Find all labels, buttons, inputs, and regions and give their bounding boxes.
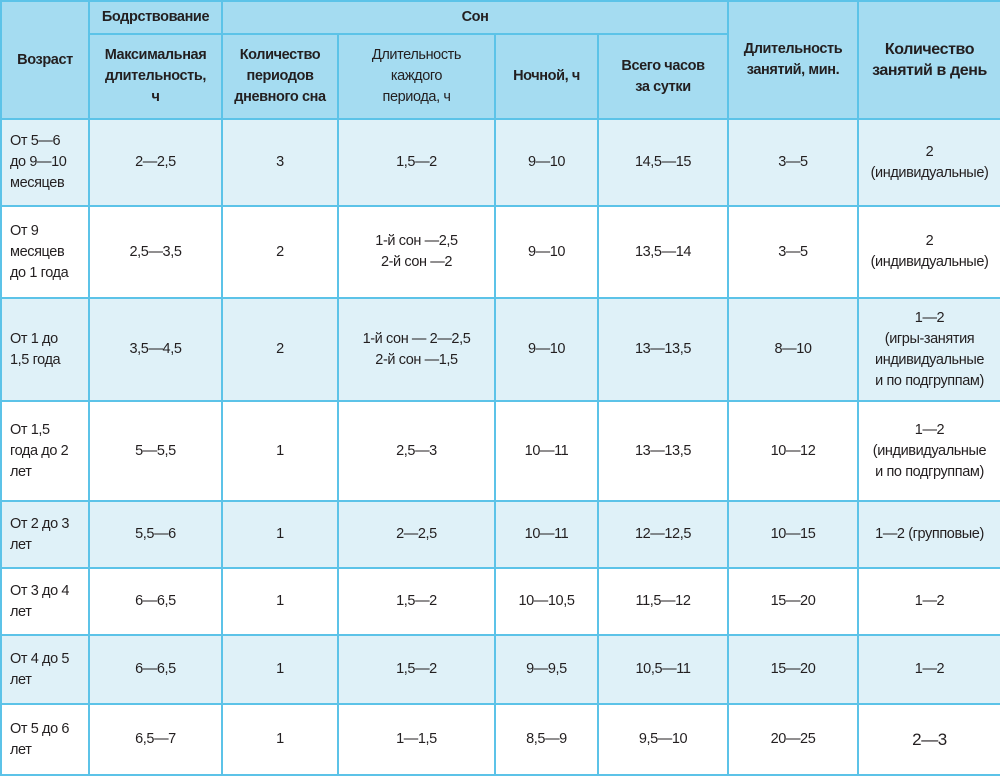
cell-lesson-duration: 15—20 — [727, 567, 860, 636]
cell-total: 10,5—11 — [596, 634, 730, 705]
cell-age: От 9 месяцев до 1 года — [0, 205, 90, 299]
cell-age: От 5 до 6 лет — [0, 703, 90, 776]
cell-age: От 4 до 5 лет — [0, 634, 90, 705]
cell-lesson-duration: 10—15 — [727, 500, 860, 569]
cell-lessons-per-day: 1—2 — [857, 634, 1000, 705]
cell-lessons-per-day: 2 (индивидуальные) — [857, 205, 1000, 299]
cell-lesson-duration: 3—5 — [727, 205, 860, 299]
cell-age: От 2 до 3 лет — [0, 500, 90, 569]
header-total: Всего часов за сутки — [596, 33, 730, 120]
cell-period-duration: 2—2,5 — [337, 500, 496, 569]
table-row: От 3 до 4 лет 6—6,5 1 1,5—2 10—10,5 11,5—12 15… — [0, 567, 1000, 636]
cell-max-duration: 2—2,5 — [88, 118, 223, 207]
cell-total: 9,5—10 — [596, 703, 730, 776]
table-body: От 5—6 до 9—10 месяцев 2—2,5 3 1,5—2 9—10 14,… — [0, 118, 1000, 776]
cell-total: 12—12,5 — [596, 500, 730, 569]
cell-max-duration: 6—6,5 — [88, 567, 223, 636]
cell-period-duration: 1,5—2 — [337, 567, 496, 636]
cell-lesson-duration: 20—25 — [727, 703, 860, 776]
cell-lessons-per-day: 1—2 (индивидуальные и по подгруппам) — [857, 400, 1000, 502]
cell-day-naps-count: 1 — [221, 500, 339, 569]
header-lesson-duration: Длительность занятий, мин. — [727, 0, 860, 120]
header-lessons-per-day: Количество занятий в день — [857, 0, 1000, 120]
cell-period-duration: 1,5—2 — [337, 634, 496, 705]
cell-max-duration: 2,5—3,5 — [88, 205, 223, 299]
table-row: От 1,5 года до 2 лет 5—5,5 1 2,5—3 10—11 13—1… — [0, 400, 1000, 502]
cell-period-duration: 2,5—3 — [337, 400, 496, 502]
cell-age: От 5—6 до 9—10 месяцев — [0, 118, 90, 207]
cell-night: 8,5—9 — [494, 703, 599, 776]
cell-period-duration: 1,5—2 — [337, 118, 496, 207]
header-wake-group: Бодрствование — [88, 0, 223, 35]
cell-night: 10—10,5 — [494, 567, 599, 636]
cell-total: 13—13,5 — [596, 297, 730, 402]
header-day-naps-count: Количество периодов дневного сна — [221, 33, 339, 120]
cell-day-naps-count: 1 — [221, 703, 339, 776]
cell-total: 13—13,5 — [596, 400, 730, 502]
cell-lessons-per-day: 1—2 (игры-занятия индивидуальные и по по… — [857, 297, 1000, 402]
cell-max-duration: 3,5—4,5 — [88, 297, 223, 402]
cell-max-duration: 5,5—6 — [88, 500, 223, 569]
cell-night: 9—10 — [494, 297, 599, 402]
cell-period-duration: 1—1,5 — [337, 703, 496, 776]
cell-age: От 1,5 года до 2 лет — [0, 400, 90, 502]
cell-max-duration: 5—5,5 — [88, 400, 223, 502]
cell-lesson-duration: 15—20 — [727, 634, 860, 705]
cell-lesson-duration: 8—10 — [727, 297, 860, 402]
cell-day-naps-count: 2 — [221, 297, 339, 402]
cell-period-duration: 1-й сон —2,5 2-й сон —2 — [337, 205, 496, 299]
table-row: От 4 до 5 лет 6—6,5 1 1,5—2 9—9,5 10,5—11 15—2… — [0, 634, 1000, 705]
table-row: От 9 месяцев до 1 года 2,5—3,5 2 1-й сон —2… — [0, 205, 1000, 299]
cell-day-naps-count: 2 — [221, 205, 339, 299]
cell-total: 13,5—14 — [596, 205, 730, 299]
table-row: От 5 до 6 лет 6,5—7 1 1—1,5 8,5—9 9,5—10 20—25… — [0, 703, 1000, 776]
header-sleep-group: Сон — [220, 0, 730, 35]
cell-lessons-per-day: 1—2 — [857, 567, 1000, 636]
cell-total: 11,5—12 — [596, 567, 730, 636]
cell-day-naps-count: 1 — [221, 634, 339, 705]
cell-max-duration: 6—6,5 — [88, 634, 223, 705]
cell-lessons-per-day: 1—2 (групповые) — [857, 500, 1000, 569]
cell-night: 9—9,5 — [494, 634, 599, 705]
cell-age: От 1 до 1,5 года — [0, 297, 90, 402]
cell-day-naps-count: 1 — [221, 400, 339, 502]
cell-lessons-per-day: 2—3 — [857, 703, 1000, 776]
table-row: От 1 до 1,5 года 3,5—4,5 2 1-й сон — 2—2,5 … — [0, 297, 1000, 402]
cell-age: От 3 до 4 лет — [0, 567, 90, 636]
cell-night: 9—10 — [494, 205, 599, 299]
cell-lessons-per-day: 2 (индивидуальные) — [857, 118, 1000, 207]
header-age: Возраст — [0, 0, 90, 120]
cell-night: 10—11 — [494, 500, 599, 569]
cell-lesson-duration: 3—5 — [727, 118, 860, 207]
cell-day-naps-count: 3 — [221, 118, 339, 207]
cell-night: 10—11 — [494, 400, 599, 502]
cell-period-duration: 1-й сон — 2—2,5 2-й сон —1,5 — [337, 297, 496, 402]
table-row: От 5—6 до 9—10 месяцев 2—2,5 3 1,5—2 9—10 14,… — [0, 118, 1000, 207]
cell-max-duration: 6,5—7 — [88, 703, 223, 776]
table-row: От 2 до 3 лет 5,5—6 1 2—2,5 10—11 12—12,5 10—1… — [0, 500, 1000, 569]
cell-lesson-duration: 10—12 — [727, 400, 860, 502]
cell-total: 14,5—15 — [596, 118, 730, 207]
cell-night: 9—10 — [494, 118, 599, 207]
header-period-duration: Длительность каждого периода, ч — [337, 33, 496, 120]
header-night: Ночной, ч — [494, 33, 599, 120]
header-max-duration: Максимальная длительность, ч — [88, 33, 223, 120]
cell-day-naps-count: 1 — [221, 567, 339, 636]
